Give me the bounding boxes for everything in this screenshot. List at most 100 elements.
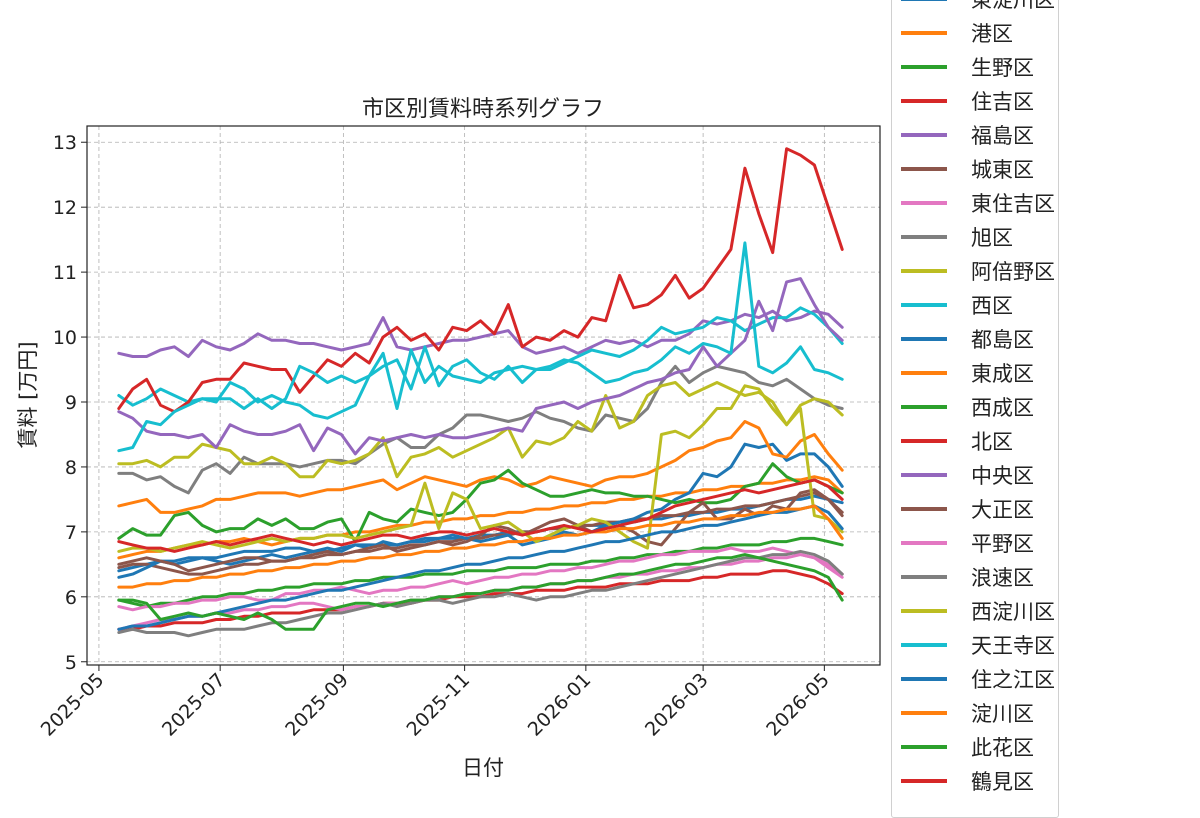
legend-label: 旭区 bbox=[971, 226, 1013, 250]
legend-item: 東成区 bbox=[892, 356, 1058, 390]
legend-item: 東淀川区 bbox=[892, 0, 1058, 16]
legend-label: 淀川区 bbox=[971, 702, 1034, 726]
legend-swatch bbox=[901, 99, 947, 103]
legend-swatch bbox=[901, 235, 947, 239]
legend-item: 城東区 bbox=[892, 152, 1058, 186]
series-line-4 bbox=[117, 309, 844, 358]
legend-label: 西淀川区 bbox=[971, 600, 1055, 624]
y-tick-label: 7 bbox=[65, 522, 77, 544]
series-line-20 bbox=[117, 504, 844, 631]
chart-title: 市区別賃料時系列グラフ bbox=[362, 97, 604, 122]
legend-label: 城東区 bbox=[971, 158, 1034, 182]
legend-swatch bbox=[901, 65, 947, 69]
legend-item: 西淀川区 bbox=[892, 594, 1058, 628]
legend-swatch bbox=[901, 677, 947, 681]
legend-item: 中央区 bbox=[892, 458, 1058, 492]
legend-label: 浪速区 bbox=[971, 566, 1034, 590]
legend-item: 浪速区 bbox=[892, 560, 1058, 594]
legend-item: 都島区 bbox=[892, 322, 1058, 356]
series-line-2 bbox=[117, 536, 844, 609]
series-line-11 bbox=[117, 420, 844, 514]
series-line-22 bbox=[117, 553, 844, 631]
legend-label: 生野区 bbox=[971, 56, 1034, 80]
legend-item: 大正区 bbox=[892, 492, 1058, 526]
y-tick-label: 11 bbox=[53, 262, 77, 284]
y-tick-label: 9 bbox=[65, 392, 77, 414]
line-chart: 市区別賃料時系列グラフ 2025-05 2025-07 2025-09 2025-11… bbox=[16, 97, 881, 780]
plot-frame bbox=[86, 125, 881, 666]
legend-label: 東住吉区 bbox=[971, 192, 1055, 216]
legend-swatch bbox=[901, 711, 947, 715]
series-line-13 bbox=[117, 147, 844, 414]
legend-label: 東淀川区 bbox=[971, 0, 1055, 12]
legend-swatch bbox=[901, 133, 947, 137]
legend-swatch bbox=[901, 439, 947, 443]
series-lines bbox=[117, 147, 844, 638]
y-tick-label: 6 bbox=[65, 587, 77, 609]
legend-swatch bbox=[901, 337, 947, 341]
legend-item: 平野区 bbox=[892, 526, 1058, 560]
series-line-18 bbox=[117, 384, 844, 553]
legend-item: 西区 bbox=[892, 288, 1058, 322]
legend-label: 住之江区 bbox=[971, 668, 1055, 692]
x-tick-label: 2025-07 bbox=[158, 669, 230, 741]
y-tick-label: 12 bbox=[53, 197, 77, 219]
series-line-5 bbox=[117, 491, 844, 576]
series-line-1 bbox=[117, 475, 844, 560]
legend-item: 阿倍野区 bbox=[892, 254, 1058, 288]
legend-swatch bbox=[901, 405, 947, 409]
legend-swatch bbox=[901, 473, 947, 477]
legend-item: 住吉区 bbox=[892, 84, 1058, 118]
x-tick-label: 2026-01 bbox=[524, 669, 596, 741]
series-line-17 bbox=[117, 549, 844, 638]
legend-label: 東成区 bbox=[971, 362, 1034, 386]
legend-swatch bbox=[901, 303, 947, 307]
legend-label: 都島区 bbox=[971, 328, 1034, 352]
legend-swatch bbox=[901, 371, 947, 375]
x-tick-label: 2026-03 bbox=[641, 669, 713, 741]
legend-swatch bbox=[901, 779, 947, 783]
series-line-9 bbox=[117, 306, 844, 420]
series-line-16 bbox=[117, 546, 844, 612]
legend-item: 住之江区 bbox=[892, 662, 1058, 696]
legend-swatch bbox=[901, 745, 947, 749]
y-tick-label: 5 bbox=[65, 652, 77, 674]
legend-swatch bbox=[901, 201, 947, 205]
legend-swatch bbox=[901, 269, 947, 273]
legend-label: 鶴見区 bbox=[971, 770, 1034, 794]
y-tick-label: 10 bbox=[53, 327, 77, 349]
series-line-21 bbox=[117, 504, 844, 589]
legend-label: 西成区 bbox=[971, 396, 1034, 420]
series-line-10 bbox=[117, 442, 844, 579]
legend-item: 福島区 bbox=[892, 118, 1058, 152]
y-axis-label: 賃料 [万円] bbox=[16, 341, 40, 448]
series-line-19 bbox=[117, 241, 844, 453]
legend-label: 港区 bbox=[971, 22, 1013, 46]
legend-label: 天王寺区 bbox=[971, 634, 1055, 658]
legend-item: 淀川区 bbox=[892, 696, 1058, 730]
legend: 東淀川区港区生野区住吉区福島区城東区東住吉区旭区阿倍野区西区都島区東成区西成区北… bbox=[891, 0, 1059, 818]
series-line-8 bbox=[117, 381, 844, 479]
legend-label: 住吉区 bbox=[971, 90, 1034, 114]
series-line-14 bbox=[117, 277, 844, 456]
legend-item: 東住吉区 bbox=[892, 186, 1058, 220]
legend-label: 福島区 bbox=[971, 124, 1034, 148]
legend-swatch bbox=[901, 609, 947, 613]
legend-item: 北区 bbox=[892, 424, 1058, 458]
legend-swatch bbox=[901, 31, 947, 35]
series-line-12 bbox=[117, 462, 844, 544]
y-tick-label: 13 bbox=[53, 132, 77, 154]
legend-label: 中央区 bbox=[971, 464, 1034, 488]
y-tick-label: 8 bbox=[65, 457, 77, 479]
legend-item: 港区 bbox=[892, 16, 1058, 50]
legend-label: 北区 bbox=[971, 430, 1013, 454]
legend-swatch bbox=[901, 167, 947, 171]
series-line-7 bbox=[117, 364, 844, 495]
series-line-23 bbox=[117, 478, 844, 553]
legend-label: 阿倍野区 bbox=[971, 260, 1055, 284]
legend-item: 生野区 bbox=[892, 50, 1058, 84]
legend-label: 平野区 bbox=[971, 532, 1034, 556]
legend-item: 旭区 bbox=[892, 220, 1058, 254]
x-tick-label: 2025-09 bbox=[281, 669, 353, 741]
legend-swatch bbox=[901, 541, 947, 545]
